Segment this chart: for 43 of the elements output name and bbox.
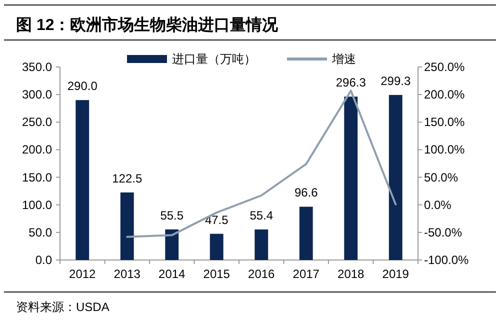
y2-tick-label: 250.0% [424, 60, 466, 74]
y2-tick-label: 200.0% [424, 88, 466, 102]
data-label: 55.5 [160, 208, 184, 222]
bar [120, 192, 134, 260]
data-label: 55.4 [250, 208, 274, 222]
y2-tick-label: 150.0% [424, 115, 466, 130]
x-tick-label: 2018 [338, 267, 365, 281]
data-label: 296.3 [336, 76, 366, 90]
y2-tick-label: 100.0% [424, 142, 466, 157]
x-tick-label: 2014 [158, 267, 186, 281]
y-tick-label: 100.0 [22, 198, 52, 212]
y2-tick-label: 0.0% [424, 198, 452, 212]
y-tick-label: 150.0 [22, 170, 52, 184]
x-tick-label: 2017 [292, 267, 320, 281]
bar [344, 96, 358, 260]
data-label: 122.5 [112, 171, 142, 186]
text: 资料来源：USDA [16, 300, 110, 314]
y2-tick-label: 50.0% [424, 170, 458, 184]
x-tick-label: 2019 [382, 267, 410, 281]
bar [254, 229, 268, 260]
x-tick-label: 2016 [248, 267, 276, 281]
chart-title: 图 12：欧洲市场生物柴油进口量情况 [16, 16, 280, 34]
y-tick-label: 50.0 [28, 225, 52, 240]
bar [210, 234, 224, 260]
bar [388, 94, 402, 260]
bar [165, 229, 179, 260]
y2-tick-label: -100.0% [424, 253, 470, 267]
bar [76, 100, 90, 260]
y2-tick-label: -50.0% [424, 225, 462, 240]
y-tick-label: 200.0 [22, 142, 52, 157]
legend-label: 进口量（万吨） [172, 52, 256, 66]
data-label: 290.0 [67, 79, 98, 94]
data-label: 299.3 [380, 74, 411, 88]
y-tick-label: 250.0 [22, 115, 52, 130]
bar [299, 206, 313, 260]
legend-label: 增速 [331, 52, 356, 66]
y-tick-label: 300.0 [22, 88, 52, 102]
x-tick-label: 2013 [114, 267, 141, 281]
y-tick-label: 0.0 [35, 253, 52, 267]
y-tick-label: 350.0 [22, 60, 52, 74]
x-tick-label: 2012 [69, 267, 96, 281]
x-tick-label: 2015 [203, 267, 230, 281]
data-label: 96.6 [294, 186, 318, 200]
